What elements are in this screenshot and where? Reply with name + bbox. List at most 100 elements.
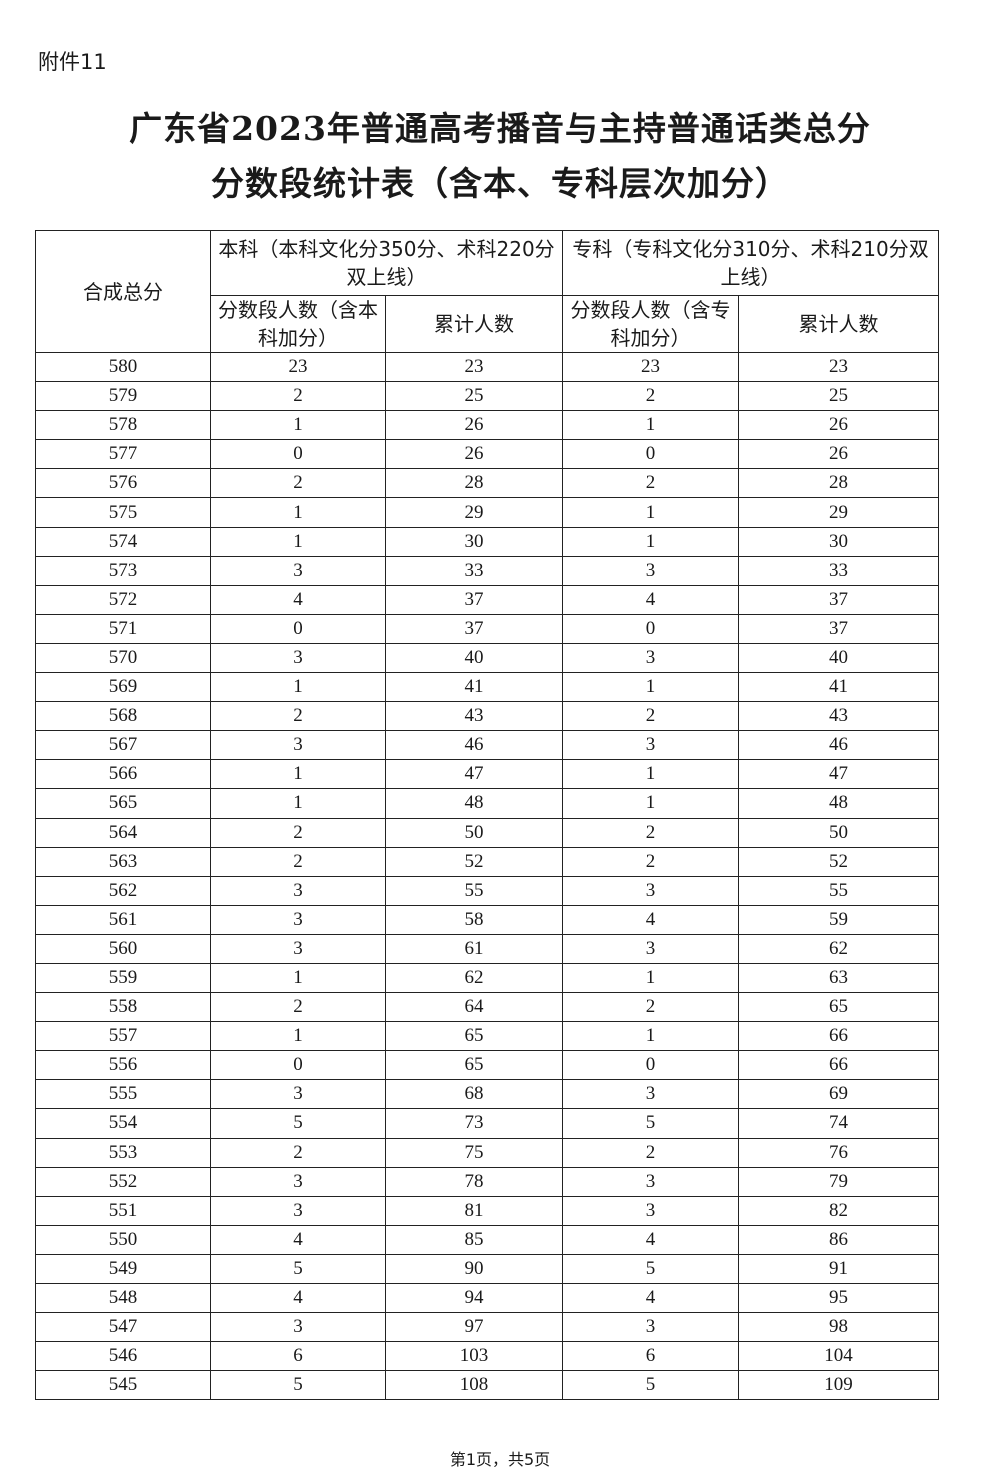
cell-zhuanke-cumulative: 98 <box>738 1312 940 1343</box>
cell-zhuanke-cumulative: 65 <box>738 992 940 1023</box>
cell-benke-cumulative: 48 <box>384 788 564 819</box>
cell-benke-count: 1 <box>210 672 386 703</box>
cell-benke-cumulative: 61 <box>384 933 564 964</box>
cell-zhuanke-count: 1 <box>562 410 740 441</box>
cell-score: 569 <box>35 672 211 703</box>
header-zhuanke-cumulative: 累计人数 <box>738 295 940 353</box>
cell-benke-count: 3 <box>210 933 386 964</box>
cell-benke-count: 2 <box>210 701 386 732</box>
cell-benke-count: 3 <box>210 1195 386 1226</box>
cell-zhuanke-count: 23 <box>562 351 740 383</box>
cell-score: 573 <box>35 555 211 586</box>
cell-benke-cumulative: 50 <box>384 817 564 848</box>
cell-zhuanke-cumulative: 43 <box>738 701 940 732</box>
cell-benke-count: 1 <box>210 962 386 994</box>
cell-zhuanke-count: 1 <box>562 1021 740 1052</box>
table-row: 574 1 30 1 30 <box>35 526 940 557</box>
cell-score: 560 <box>35 933 211 964</box>
cell-zhuanke-cumulative: 47 <box>738 759 940 790</box>
cell-benke-count: 3 <box>210 1166 386 1197</box>
cell-zhuanke-cumulative: 91 <box>738 1253 940 1285</box>
cell-benke-count: 1 <box>210 410 386 441</box>
cell-zhuanke-cumulative: 40 <box>738 642 940 674</box>
cell-score: 571 <box>35 613 211 644</box>
cell-score: 556 <box>35 1050 211 1081</box>
cell-benke-count: 3 <box>210 875 386 906</box>
cell-score: 552 <box>35 1166 211 1197</box>
table-row: 580 23 23 23 23 <box>35 351 940 383</box>
cell-score: 555 <box>35 1079 211 1110</box>
cell-benke-cumulative: 33 <box>384 555 564 586</box>
cell-zhuanke-cumulative: 66 <box>738 1021 940 1052</box>
cell-score: 577 <box>35 439 211 470</box>
cell-zhuanke-count: 1 <box>562 788 740 819</box>
cell-zhuanke-count: 3 <box>562 933 740 964</box>
cell-score: 562 <box>35 875 211 906</box>
cell-zhuanke-count: 0 <box>562 1050 740 1081</box>
header-benke-count: 分数段人数（含本科加分） <box>210 295 386 353</box>
cell-zhuanke-count: 1 <box>562 962 740 994</box>
table-row: 573 3 33 3 33 <box>35 555 940 586</box>
cell-zhuanke-cumulative: 74 <box>738 1108 940 1139</box>
cell-benke-count: 1 <box>210 788 386 819</box>
cell-benke-count: 0 <box>210 613 386 644</box>
cell-benke-cumulative: 43 <box>384 701 564 732</box>
cell-zhuanke-count: 1 <box>562 526 740 557</box>
cell-zhuanke-cumulative: 46 <box>738 730 940 761</box>
table-row: 558 2 64 2 65 <box>35 992 940 1023</box>
cell-benke-count: 2 <box>210 992 386 1023</box>
table-row: 545 5 108 5 109 <box>35 1370 940 1401</box>
cell-zhuanke-cumulative: 37 <box>738 613 940 644</box>
cell-score: 580 <box>35 351 211 383</box>
table-row: 564 2 50 2 50 <box>35 817 940 848</box>
cell-zhuanke-count: 3 <box>562 1312 740 1343</box>
table-row: 576 2 28 2 28 <box>35 468 940 499</box>
cell-benke-cumulative: 25 <box>384 381 564 412</box>
cell-benke-cumulative: 37 <box>384 584 564 615</box>
cell-zhuanke-count: 2 <box>562 381 740 412</box>
header-zhuanke-count: 分数段人数（含专科加分） <box>562 295 740 353</box>
table-row: 549 5 90 5 91 <box>35 1253 940 1285</box>
cell-zhuanke-count: 3 <box>562 642 740 674</box>
cell-zhuanke-count: 3 <box>562 1079 740 1110</box>
cell-score: 572 <box>35 584 211 615</box>
cell-benke-cumulative: 26 <box>384 410 564 441</box>
cell-zhuanke-count: 3 <box>562 555 740 586</box>
table-row: 553 2 75 2 76 <box>35 1137 940 1168</box>
cell-zhuanke-count: 5 <box>562 1253 740 1285</box>
cell-benke-count: 1 <box>210 526 386 557</box>
table-row: 572 4 37 4 37 <box>35 584 940 615</box>
cell-benke-cumulative: 52 <box>384 846 564 877</box>
cell-zhuanke-count: 4 <box>562 904 740 935</box>
cell-zhuanke-cumulative: 52 <box>738 846 940 877</box>
header-zhuanke: 专科（专科文化分310分、术科210分双上线） <box>562 230 940 296</box>
cell-zhuanke-cumulative: 33 <box>738 555 940 586</box>
cell-benke-count: 2 <box>210 1137 386 1168</box>
cell-zhuanke-cumulative: 69 <box>738 1079 940 1110</box>
cell-score: 567 <box>35 730 211 761</box>
table-row: 557 1 65 1 66 <box>35 1021 940 1052</box>
cell-zhuanke-count: 2 <box>562 992 740 1023</box>
cell-zhuanke-cumulative: 29 <box>738 497 940 528</box>
cell-score: 559 <box>35 962 211 994</box>
cell-zhuanke-cumulative: 109 <box>738 1370 940 1401</box>
cell-zhuanke-cumulative: 50 <box>738 817 940 848</box>
cell-zhuanke-cumulative: 76 <box>738 1137 940 1168</box>
cell-benke-cumulative: 28 <box>384 468 564 499</box>
table-row: 566 1 47 1 47 <box>35 759 940 790</box>
cell-score: 566 <box>35 759 211 790</box>
cell-benke-count: 1 <box>210 497 386 528</box>
cell-benke-count: 3 <box>210 730 386 761</box>
cell-zhuanke-count: 6 <box>562 1341 740 1372</box>
cell-benke-cumulative: 78 <box>384 1166 564 1197</box>
cell-zhuanke-count: 0 <box>562 613 740 644</box>
cell-zhuanke-cumulative: 41 <box>738 672 940 703</box>
cell-benke-count: 3 <box>210 642 386 674</box>
table-row: 567 3 46 3 46 <box>35 730 940 761</box>
page-title: 广东省2023年普通高考播音与主持普通话类总分 <box>129 109 871 148</box>
table-row: 548 4 94 4 95 <box>35 1282 940 1314</box>
cell-zhuanke-cumulative: 55 <box>738 875 940 906</box>
cell-benke-count: 2 <box>210 817 386 848</box>
cell-benke-count: 5 <box>210 1253 386 1285</box>
table-row: 575 1 29 1 29 <box>35 497 940 528</box>
